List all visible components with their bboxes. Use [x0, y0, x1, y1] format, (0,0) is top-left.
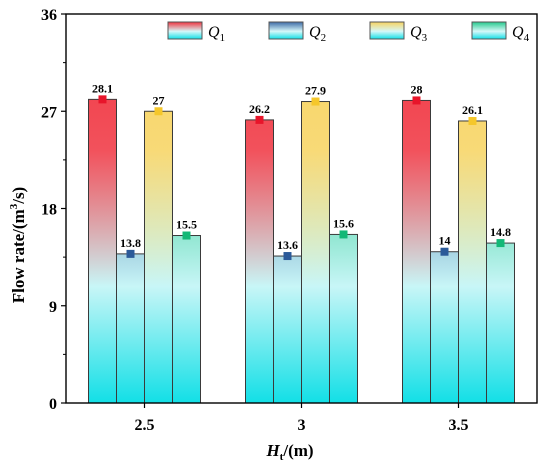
marker-q3-2.5 — [154, 107, 163, 116]
data-label-q4-2.5: 15.5 — [176, 218, 197, 232]
y-axis-title-sup: 3 — [8, 203, 20, 209]
bar-q4-2.5 — [172, 235, 201, 404]
y-axis-title: Flow rate/(m3/s) — [8, 187, 28, 303]
marker-q1-2.5 — [98, 95, 107, 104]
bar-q1-2.5 — [88, 98, 117, 404]
data-label-q3-3.5: 26.1 — [462, 103, 483, 117]
legend-label-q1: Q1 — [208, 24, 225, 44]
x-axis-title-main: H — [265, 441, 280, 460]
bar-q2-2.5 — [116, 253, 145, 404]
bar-q1-3 — [245, 119, 274, 404]
x-tick-label: 3.5 — [449, 417, 469, 434]
data-label-q1-3: 26.2 — [249, 102, 270, 116]
legend-swatch-q2 — [268, 21, 304, 40]
marker-q3-3.5 — [468, 116, 477, 125]
legend-swatch-q4 — [471, 21, 507, 40]
legend: Q1 Q2 Q3 Q4 — [167, 21, 530, 44]
bar-q1-3.5 — [402, 99, 431, 404]
x-tick-label: 2.5 — [135, 417, 155, 434]
legend-swatch-q1 — [167, 21, 203, 40]
x-tick-label: 3 — [298, 417, 306, 434]
bar-q3-3.5 — [458, 120, 487, 404]
data-label-q2-3: 13.6 — [277, 238, 298, 252]
data-label-q3-3: 27.9 — [305, 84, 326, 98]
bars-layer — [88, 95, 515, 404]
y-axis-title-main: Flow rate/(m — [9, 209, 28, 303]
data-label-q3-2.5: 27 — [153, 93, 165, 107]
y-tick-label: 36 — [41, 7, 57, 24]
marker-q1-3 — [255, 115, 264, 124]
bar-q4-3 — [329, 233, 358, 404]
y-tick-label: 27 — [41, 104, 57, 121]
data-label-q1-2.5: 28.1 — [92, 81, 113, 95]
data-label-q4-3: 15.6 — [333, 216, 354, 230]
marker-q3-3 — [311, 97, 320, 106]
legend-label-q2: Q2 — [309, 24, 326, 44]
marker-q4-3 — [339, 230, 348, 239]
marker-q2-2.5 — [126, 249, 135, 258]
data-label-q2-3.5: 14 — [439, 234, 451, 248]
data-label-q2-2.5: 13.8 — [120, 236, 141, 250]
y-tick-label: 18 — [41, 202, 57, 219]
marker-q4-2.5 — [182, 231, 191, 240]
legend-label-q4: Q4 — [512, 24, 530, 44]
labels-layer: 28.1 13.8 27 15.5 2.5 26.2 13.6 27.9 15.6 3 28 14 26… — [92, 81, 511, 434]
x-axis-title-sub: t — [280, 451, 284, 463]
x-axis-title: Ht/(m) — [265, 441, 313, 463]
y-tick-label: 0 — [49, 396, 57, 413]
axes-layer: 0 9 18 27 36 — [41, 7, 538, 413]
legend-swatch-q3 — [369, 21, 405, 40]
y-axis-title-rest: /s) — [9, 187, 28, 205]
data-label-q4-3.5: 14.8 — [490, 225, 511, 239]
bar-q3-2.5 — [144, 110, 173, 404]
marker-q2-3.5 — [440, 247, 449, 256]
marker-q1-3.5 — [412, 96, 421, 105]
legend-label-q3: Q3 — [410, 24, 428, 44]
y-tick-label: 9 — [49, 299, 57, 316]
marker-q2-3 — [283, 252, 292, 261]
bar-q4-3.5 — [486, 242, 515, 404]
data-label-q1-3.5: 28 — [411, 82, 423, 96]
bar-q2-3.5 — [430, 251, 459, 404]
bar-q2-3 — [273, 255, 302, 404]
x-axis-title-rest: /(m) — [282, 441, 313, 460]
marker-q4-3.5 — [496, 239, 505, 248]
bar-q3-3 — [301, 101, 330, 404]
